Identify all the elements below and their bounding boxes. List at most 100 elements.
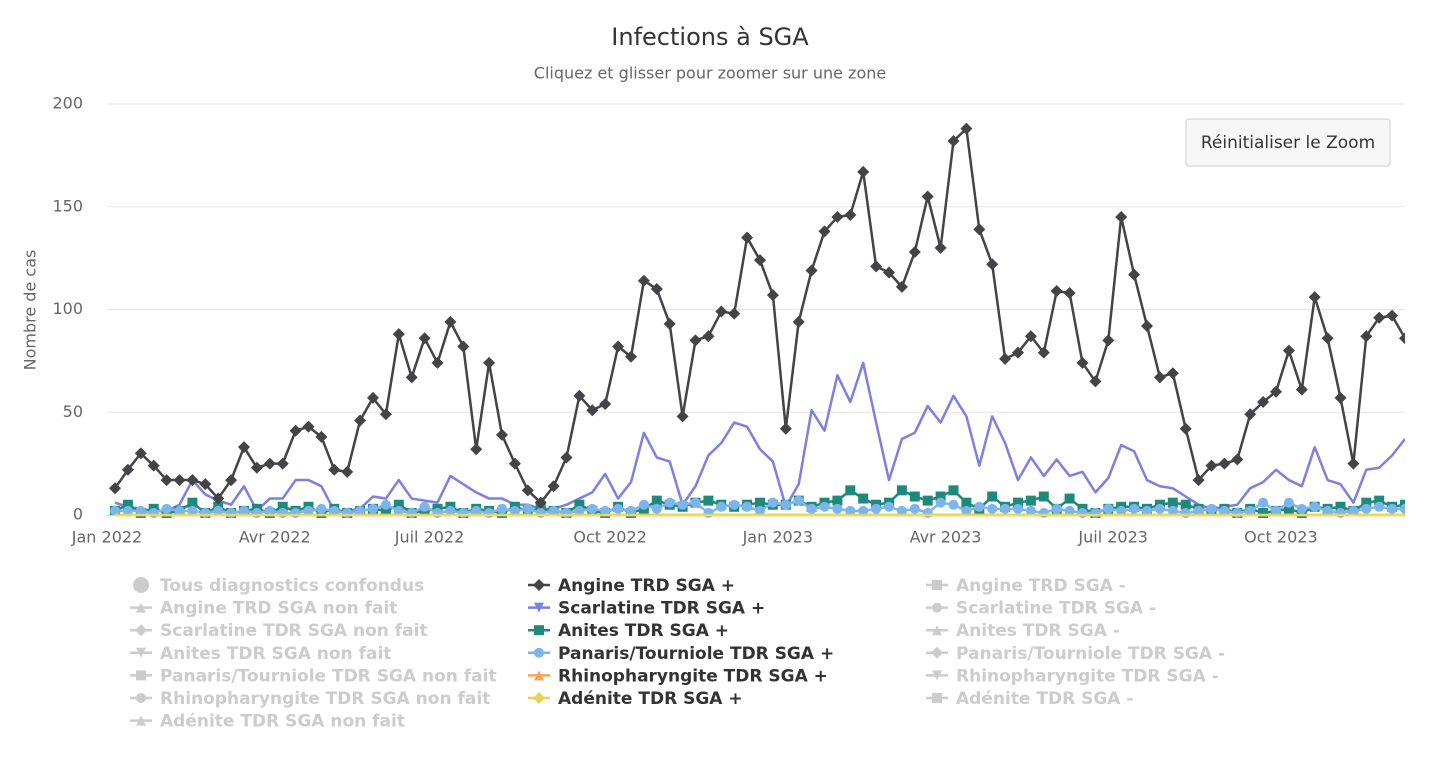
data-point	[1192, 474, 1205, 487]
legend-item[interactable]: Tous diagnostics confondus	[133, 576, 424, 596]
data-point	[393, 505, 404, 516]
data-point	[316, 503, 327, 514]
legend-symbol[interactable]	[136, 647, 146, 658]
data-point	[560, 451, 573, 464]
legend-item[interactable]: Angine TRD SGA non fait	[130, 599, 397, 619]
data-point	[355, 505, 366, 516]
data-point	[728, 307, 741, 320]
legend-label[interactable]: Angine TRD SGA +	[558, 576, 735, 596]
data-point	[638, 499, 649, 510]
data-point	[431, 356, 444, 369]
legend-item[interactable]: Panaris/Tourniole TDR SGA +	[528, 644, 834, 664]
legend-label[interactable]: Rhinopharyngite TDR SGA non fait	[160, 689, 490, 709]
legend-item[interactable]: Panaris/Tourniole TDR SGA non fait	[130, 666, 497, 686]
legend-label[interactable]: Adénite TDR SGA -	[956, 689, 1133, 709]
data-point	[522, 503, 533, 514]
reset-zoom-button[interactable]: Réinitialiser le Zoom	[1185, 118, 1391, 167]
legend-label[interactable]: Panaris/Tourniole TDR SGA -	[956, 644, 1225, 664]
legend-label[interactable]: Adénite TDR SGA +	[558, 689, 743, 709]
legend-item[interactable]: Rhinopharyngite TDR SGA +	[528, 666, 828, 686]
legend-symbol[interactable]	[135, 624, 147, 637]
legend-symbol[interactable]	[932, 693, 942, 703]
legend-symbol[interactable]	[136, 670, 146, 681]
legend-symbol[interactable]	[932, 580, 942, 590]
data-point	[1270, 385, 1282, 398]
legend-item[interactable]: Anites TDR SGA non fait	[130, 644, 391, 664]
legend-item[interactable]: Scarlatine TDR SGA -	[926, 599, 1156, 619]
data-point	[883, 266, 895, 279]
legend-label[interactable]: Anites TDR SGA -	[956, 621, 1120, 641]
legend-symbol[interactable]	[931, 646, 943, 659]
legend-item[interactable]: Panaris/Tourniole TDR SGA -	[926, 644, 1225, 664]
legend-label[interactable]: Panaris/Tourniole TDR SGA non fait	[160, 666, 497, 686]
data-point	[1399, 332, 1405, 345]
data-point	[896, 505, 907, 516]
legend-symbol[interactable]	[932, 625, 942, 636]
legend-label[interactable]: Tous diagnostics confondus	[160, 576, 424, 596]
data-point	[263, 457, 276, 470]
legend-symbol[interactable]	[136, 693, 146, 703]
data-point	[561, 507, 572, 518]
legend-symbol[interactable]	[136, 715, 146, 726]
data-point	[199, 478, 212, 491]
legend-item[interactable]: Angine TRD SGA +	[528, 576, 735, 596]
data-point	[508, 457, 521, 470]
legend-symbol[interactable]	[932, 670, 942, 681]
legend-item[interactable]: Scarlatine TDR SGA +	[528, 599, 765, 619]
data-point	[908, 245, 921, 258]
legend-item[interactable]: Rhinopharyngite TDR SGA non fait	[130, 689, 490, 709]
series-line	[114, 361, 1405, 513]
legend-symbol[interactable]	[932, 602, 942, 613]
data-point	[651, 503, 662, 514]
data-point	[741, 231, 754, 244]
data-point	[767, 497, 778, 508]
data-point	[250, 461, 263, 474]
legend-symbol[interactable]	[534, 647, 544, 658]
legend-symbol[interactable]	[533, 579, 545, 591]
x-tick-label: Jan 2022	[71, 528, 142, 547]
legend-label[interactable]: Panaris/Tourniole TDR SGA +	[558, 644, 834, 664]
legend-symbol[interactable]	[534, 625, 544, 636]
legend-item[interactable]: Anites TDR SGA -	[926, 621, 1120, 641]
legend-label[interactable]: Scarlatine TDR SGA -	[956, 599, 1156, 619]
legend-symbol[interactable]	[136, 602, 146, 613]
data-point	[690, 497, 701, 508]
data-point	[651, 495, 662, 506]
button-label[interactable]: Réinitialiser le Zoom	[1201, 133, 1375, 153]
legend-label[interactable]: Angine TRD SGA -	[956, 576, 1126, 596]
data-point	[535, 507, 546, 518]
legend-label[interactable]: Scarlatine TDR SGA +	[558, 599, 765, 619]
data-point	[935, 491, 946, 502]
data-point	[276, 457, 289, 470]
data-point	[793, 495, 804, 506]
legend-label[interactable]: Adénite TDR SGA non fait	[160, 712, 405, 732]
data-point	[703, 507, 714, 518]
legend-item[interactable]: Rhinopharyngite TDR SGA -	[926, 666, 1219, 686]
legend-item[interactable]: Angine TRD SGA -	[926, 576, 1126, 596]
legend-symbol[interactable]	[534, 602, 544, 613]
legend-item[interactable]: Adénite TDR SGA +	[528, 689, 743, 709]
button-background[interactable]	[1185, 118, 1391, 167]
data-point	[251, 507, 262, 518]
legend-item[interactable]: Adénite TDR SGA non fait	[130, 712, 405, 732]
legend-label[interactable]: Anites TDR SGA +	[558, 621, 729, 641]
legend-label[interactable]: Anites TDR SGA non fait	[160, 644, 391, 664]
legend-label[interactable]: Scarlatine TDR SGA non fait	[160, 621, 428, 641]
x-tick-label: Avr 2022	[239, 528, 311, 547]
data-point	[819, 501, 830, 512]
x-tick-label: Juil 2022	[394, 528, 465, 547]
legend-item[interactable]: Scarlatine TDR SGA non fait	[130, 621, 428, 641]
legend-item[interactable]: Adénite TDR SGA -	[926, 689, 1133, 709]
legend-symbol[interactable]	[133, 577, 149, 593]
legend-item[interactable]: Anites TDR SGA +	[528, 621, 729, 641]
legend-symbol[interactable]	[533, 692, 545, 704]
legend-label[interactable]: Rhinopharyngite TDR SGA +	[558, 666, 828, 686]
data-point	[1051, 503, 1062, 514]
data-point	[1205, 459, 1218, 472]
series-line	[113, 127, 1405, 504]
legend-label[interactable]: Rhinopharyngite TDR SGA -	[956, 666, 1219, 686]
legend-symbol[interactable]	[534, 670, 544, 681]
data-point	[1335, 501, 1346, 512]
legend-label[interactable]: Angine TRD SGA non fait	[160, 599, 397, 619]
